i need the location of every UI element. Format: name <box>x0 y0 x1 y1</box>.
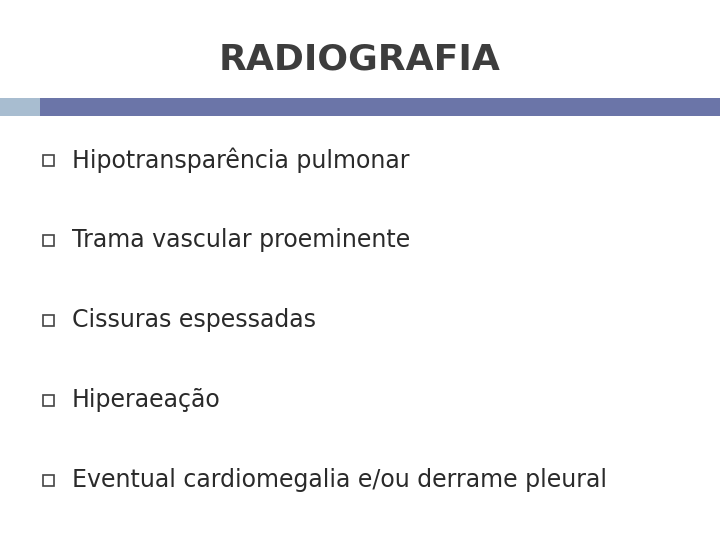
Bar <box>0 98 40 116</box>
Text: Hiperaeação: Hiperaeação <box>72 388 221 412</box>
Text: Trama vascular proeminente: Trama vascular proeminente <box>72 228 410 252</box>
Bar <box>42 314 53 326</box>
Text: RADIOGRAFIA: RADIOGRAFIA <box>219 43 501 77</box>
Bar <box>40 98 720 116</box>
Bar <box>42 234 53 246</box>
Bar <box>42 154 53 165</box>
Text: Cissuras espessadas: Cissuras espessadas <box>72 308 316 332</box>
Text: Hipotransparência pulmonar: Hipotransparência pulmonar <box>72 147 410 173</box>
Text: Eventual cardiomegalia e/ou derrame pleural: Eventual cardiomegalia e/ou derrame pleu… <box>72 468 607 492</box>
Bar <box>42 475 53 485</box>
Bar <box>42 395 53 406</box>
